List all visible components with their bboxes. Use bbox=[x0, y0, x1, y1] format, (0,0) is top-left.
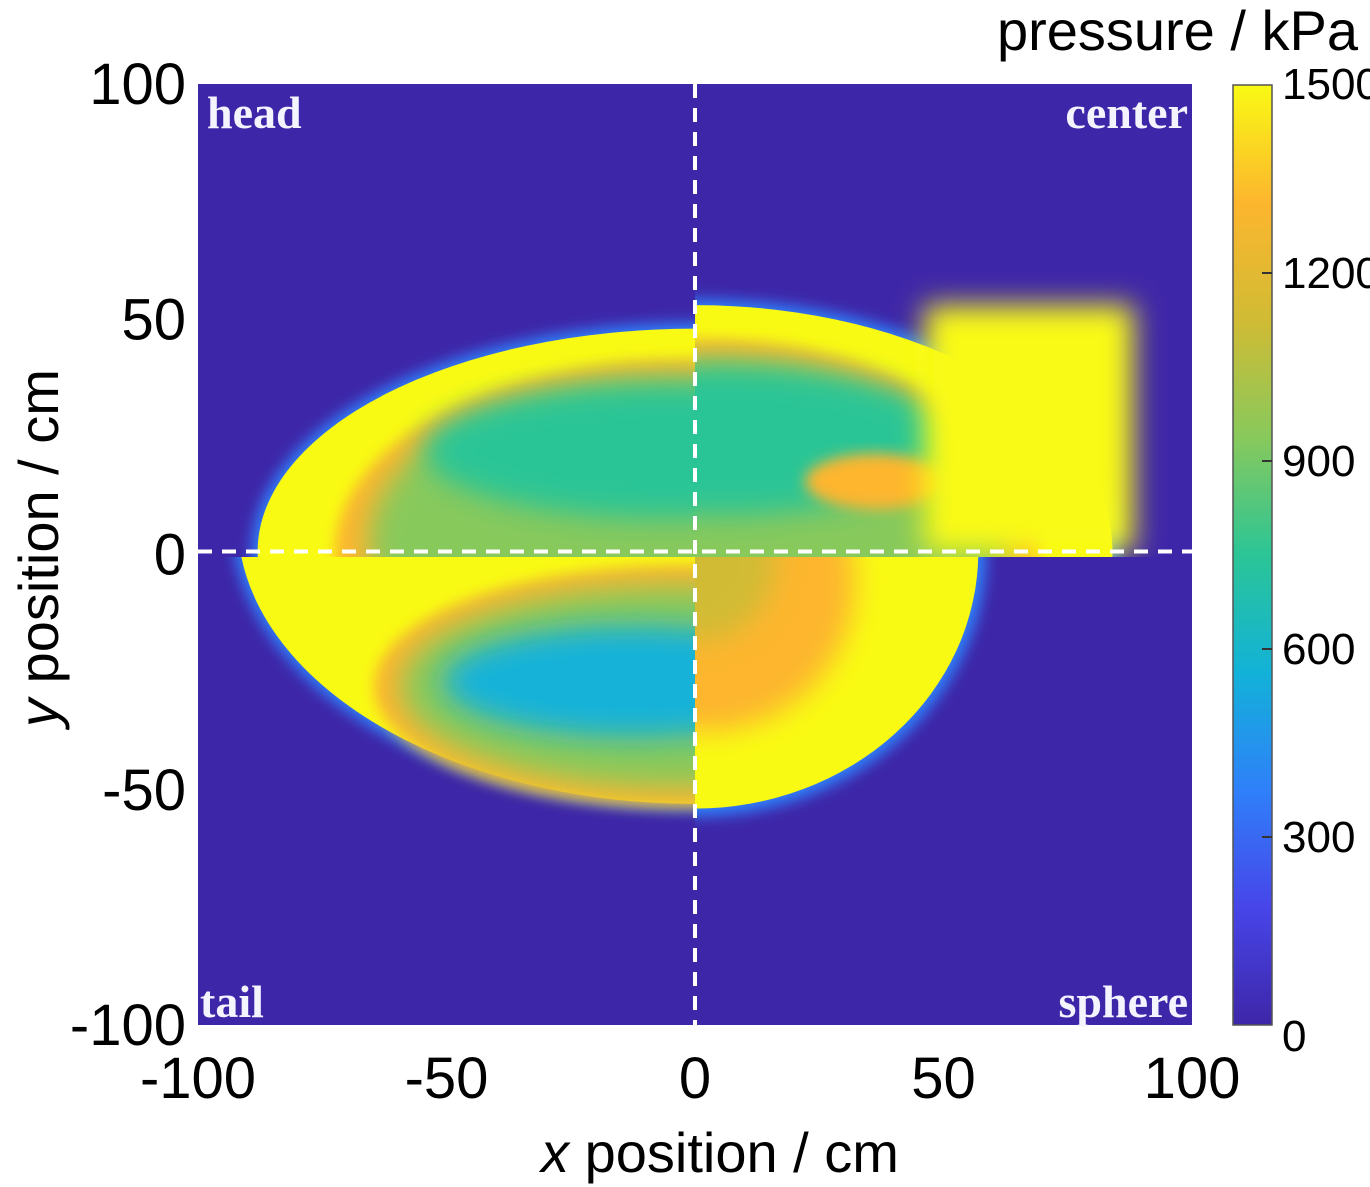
x-axis-label-var: x bbox=[538, 1121, 571, 1184]
colorbar-tick-label: 900 bbox=[1282, 437, 1355, 486]
low-pressure-core bbox=[424, 384, 695, 519]
y-axis-label-rest: position / cm bbox=[7, 369, 70, 699]
quadrant-field-sphere bbox=[695, 557, 987, 817]
y-axis-label: y position / cm bbox=[7, 369, 70, 731]
quadrant-label-center: center bbox=[1065, 87, 1188, 138]
quadrant-label-tail: tail bbox=[200, 976, 264, 1027]
colorbar-tick-label: 300 bbox=[1282, 813, 1355, 862]
low-pressure-core bbox=[443, 625, 695, 738]
x-tick-label: 0 bbox=[679, 1046, 711, 1111]
y-tick-label: -50 bbox=[102, 758, 186, 823]
y-axis-ticks: -100 -50 0 50 100 bbox=[70, 52, 186, 1058]
y-tick-label: 50 bbox=[121, 287, 186, 352]
x-tick-label: -50 bbox=[405, 1046, 489, 1111]
x-axis-label-rest: position / cm bbox=[569, 1121, 899, 1184]
x-axis-ticks: -100 -50 0 50 100 bbox=[140, 1046, 1240, 1111]
y-tick-label: 100 bbox=[89, 52, 186, 117]
quadrant-field-head bbox=[251, 322, 695, 557]
quadrant-label-sphere: sphere bbox=[1059, 976, 1189, 1027]
x-tick-label: 50 bbox=[911, 1046, 976, 1111]
high-pressure-blob bbox=[805, 453, 945, 510]
colorbar-ticks: 0 300 600 900 1200 1500 bbox=[1262, 60, 1370, 1061]
x-axis-label: x position / cm bbox=[538, 1121, 899, 1184]
colorbar-tick-label: 1500 bbox=[1282, 60, 1370, 109]
x-tick-label: -100 bbox=[140, 1046, 256, 1111]
y-tick-label: 0 bbox=[154, 523, 186, 588]
quadrant-label-head: head bbox=[207, 87, 302, 138]
pressure-field bbox=[235, 299, 1134, 817]
shock-front-thick bbox=[924, 305, 1134, 552]
y-tick-label: -100 bbox=[70, 993, 186, 1058]
plot-area bbox=[198, 84, 1192, 1025]
colorbar-tick-label: 0 bbox=[1282, 1012, 1306, 1061]
colorbar bbox=[1232, 84, 1273, 1026]
x-tick-label: 100 bbox=[1144, 1046, 1241, 1111]
y-axis-label-var: y bbox=[7, 696, 70, 731]
sphere-core bbox=[695, 557, 775, 642]
colorbar-tick-label: 600 bbox=[1282, 625, 1355, 674]
quadrant-field-tail bbox=[235, 557, 695, 810]
colorbar-label: pressure / kPa bbox=[997, 0, 1359, 62]
quadrant-field-center bbox=[695, 299, 1134, 557]
colorbar-tick-label: 1200 bbox=[1282, 249, 1370, 298]
